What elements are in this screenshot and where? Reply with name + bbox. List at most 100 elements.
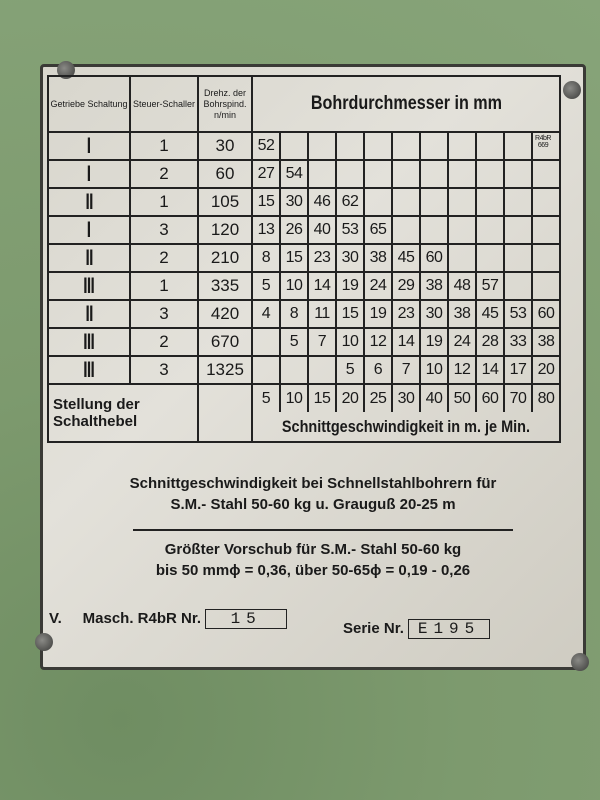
speed-cell: 10 bbox=[279, 383, 309, 412]
diameter-cell: 38 bbox=[447, 299, 477, 329]
diameter-cell: 5 bbox=[279, 327, 309, 357]
speed-cell: 60 bbox=[475, 383, 505, 412]
diameter-cell bbox=[363, 159, 393, 189]
diameter-cell: 28 bbox=[475, 327, 505, 357]
note-feed: Größter Vorschub für S.M.- Stahl 50-60 k… bbox=[43, 541, 583, 579]
diameter-cell bbox=[307, 355, 337, 385]
diameter-cell bbox=[251, 355, 281, 385]
diameter-cell: 5 bbox=[251, 271, 281, 301]
table-row: III 3 1325 5 6 7 10 12 14 17 20 bbox=[47, 355, 561, 385]
gear-position: II bbox=[85, 245, 93, 270]
diameter-cell bbox=[251, 327, 281, 357]
diameter-cell: 30 bbox=[335, 243, 365, 273]
prefix: V. bbox=[49, 609, 62, 627]
diameter-cell: 15 bbox=[279, 243, 309, 273]
diameter-cell: 23 bbox=[307, 243, 337, 273]
diameter-cell: 54 bbox=[279, 159, 309, 189]
diameter-cell: 12 bbox=[447, 355, 477, 385]
switch-cell: 3 bbox=[129, 215, 199, 245]
diameter-cell bbox=[279, 355, 309, 385]
diameter-cell: 8 bbox=[279, 299, 309, 329]
diameter-cell bbox=[391, 159, 421, 189]
diameter-cell: 62 bbox=[335, 187, 365, 217]
diameter-cell: 53 bbox=[335, 215, 365, 245]
diameter-cell: 20 bbox=[531, 355, 561, 385]
table-row: I 3 120 13 26 40 53 65 bbox=[47, 215, 561, 245]
switch-cell: 3 bbox=[129, 355, 199, 385]
speed-cell: 5 bbox=[251, 383, 281, 412]
rpm-cell: 670 bbox=[197, 327, 253, 357]
table-row: III 1 335 5 10 14 19 24 29 38 48 57 bbox=[47, 271, 561, 301]
diameter-cell: 26 bbox=[279, 215, 309, 245]
machine-label: Masch. R4bR Nr. bbox=[82, 609, 202, 627]
rpm-cell: 105 bbox=[197, 187, 253, 217]
diameter-cell bbox=[503, 159, 533, 189]
diameter-cell: 7 bbox=[391, 355, 421, 385]
switch-cell: 1 bbox=[129, 187, 199, 217]
gear-cell: II bbox=[47, 187, 131, 217]
diameter-cell: 14 bbox=[391, 327, 421, 357]
diameter-cell bbox=[531, 243, 561, 273]
diameter-cell: 10 bbox=[279, 271, 309, 301]
diameter-cell bbox=[419, 187, 449, 217]
diameter-cell: 40 bbox=[307, 215, 337, 245]
speed-cell: 80 bbox=[531, 383, 561, 412]
speed-cell: 50 bbox=[447, 383, 477, 412]
diameter-cell: 45 bbox=[475, 299, 505, 329]
note-line: Größter Vorschub für S.M.- Stahl 50-60 k… bbox=[164, 541, 462, 558]
diameter-cell: 15 bbox=[335, 299, 365, 329]
screw-icon bbox=[563, 81, 581, 99]
diameter-cell bbox=[503, 187, 533, 217]
gear-cell: I bbox=[47, 131, 131, 161]
gear-position: I bbox=[87, 217, 91, 242]
diameter-cell: R4bR 669 bbox=[531, 131, 561, 161]
drilling-table: Getriebe Schaltung Steuer-Schaller Drehz… bbox=[47, 75, 561, 443]
diameter-cell: 10 bbox=[419, 355, 449, 385]
gear-position: II bbox=[85, 301, 93, 326]
diameter-cell bbox=[503, 215, 533, 245]
table-row: II 3 420 4 8 11 15 19 23 30 38 45 53 60 bbox=[47, 299, 561, 329]
speed-label-cell: Schnittgeschwindigkeit in m. je Min. bbox=[251, 412, 561, 443]
diameter-cell bbox=[335, 131, 365, 161]
series-number: E195 bbox=[408, 619, 491, 639]
header-rpm: Drehz. der Bohrspind. n/min bbox=[197, 75, 253, 133]
diameter-cell: 4 bbox=[251, 299, 281, 329]
speed-cell: 25 bbox=[363, 383, 393, 412]
diameter-cell: 45 bbox=[391, 243, 421, 273]
diameter-cell: 38 bbox=[419, 271, 449, 301]
diameter-cell bbox=[335, 159, 365, 189]
gear-cell: III bbox=[47, 355, 131, 385]
gear-cell: I bbox=[47, 215, 131, 245]
switch-cell: 2 bbox=[129, 243, 199, 273]
diameter-cell: 27 bbox=[251, 159, 281, 189]
diameter-cell bbox=[363, 187, 393, 217]
diameter-cell bbox=[447, 215, 477, 245]
table-row: II 2 210 8 15 23 30 38 45 60 bbox=[47, 243, 561, 273]
table-row: III 2 670 5 7 10 12 14 19 24 28 33 38 bbox=[47, 327, 561, 357]
diameter-cell bbox=[307, 131, 337, 161]
table-row: I 2 60 27 54 bbox=[47, 159, 561, 189]
machine-number: 15 bbox=[205, 609, 288, 629]
diameter-cell bbox=[531, 187, 561, 217]
gear-position: II bbox=[85, 189, 93, 214]
gear-position: I bbox=[87, 133, 91, 158]
note-cutting-speed: Schnittgeschwindigkeit bei Schnellstahlb… bbox=[43, 475, 583, 513]
speed-cell: 15 bbox=[307, 383, 337, 412]
diameter-cell bbox=[419, 131, 449, 161]
table-title: Bohrdurchmesser in mm bbox=[310, 93, 502, 114]
blank-cell bbox=[197, 383, 253, 443]
diameter-cell bbox=[475, 243, 505, 273]
diameter-cell: 13 bbox=[251, 215, 281, 245]
diameter-cell bbox=[363, 131, 393, 161]
speed-cell: 40 bbox=[419, 383, 449, 412]
diameter-cell: 38 bbox=[363, 243, 393, 273]
diameter-cell: 10 bbox=[335, 327, 365, 357]
diameter-cell bbox=[475, 131, 505, 161]
rpm-cell: 335 bbox=[197, 271, 253, 301]
diameter-cell bbox=[447, 187, 477, 217]
series-number-row: Serie Nr. E195 bbox=[343, 619, 491, 639]
diameter-cell: 7 bbox=[307, 327, 337, 357]
header-title-cell: Bohrdurchmesser in mm bbox=[251, 75, 561, 133]
divider bbox=[133, 529, 513, 531]
diameter-cell: 15 bbox=[251, 187, 281, 217]
